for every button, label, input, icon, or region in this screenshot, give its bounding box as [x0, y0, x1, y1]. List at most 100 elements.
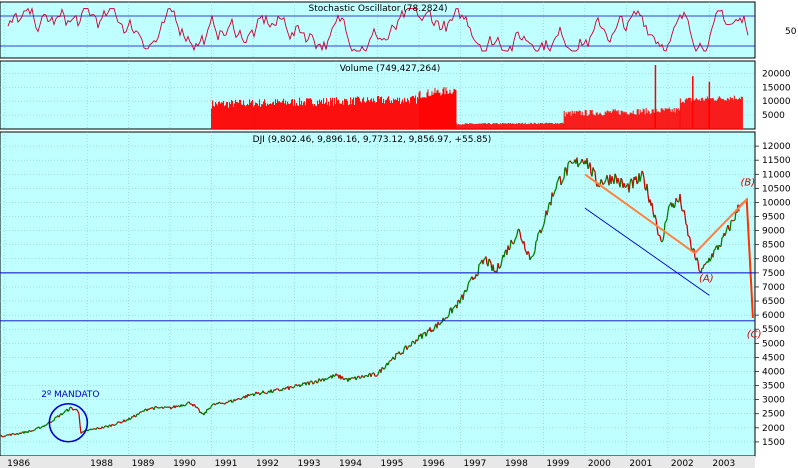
price-segment — [547, 203, 550, 210]
price-segment — [566, 163, 569, 176]
price-segment — [207, 407, 210, 411]
price-segment — [103, 425, 106, 428]
price-segment — [709, 258, 712, 262]
price-segment — [236, 398, 239, 401]
price-segment — [259, 392, 262, 396]
price-segment — [425, 333, 428, 337]
price-segment — [725, 227, 728, 233]
price-segment — [39, 427, 42, 430]
price-segment — [293, 385, 296, 388]
price-segment — [176, 405, 179, 408]
price-segment — [383, 367, 386, 370]
price-segment — [325, 378, 328, 381]
price-segment — [371, 372, 374, 375]
price-segment — [406, 347, 409, 350]
price-segment — [550, 192, 553, 206]
price-segment — [729, 220, 732, 231]
price-segment — [80, 431, 83, 434]
price-segment — [79, 424, 82, 434]
price-segment — [212, 402, 215, 405]
price-segment — [602, 183, 605, 186]
price-segment — [305, 382, 308, 386]
price-segment — [309, 380, 312, 383]
price-segment — [519, 232, 522, 239]
price-segment — [487, 258, 490, 267]
price-segment — [468, 280, 471, 283]
price-segment — [578, 163, 581, 165]
volume-tick-label: 10000 — [762, 97, 791, 107]
price-segment — [532, 253, 535, 257]
price-segment — [536, 233, 539, 241]
price-tick-label: 9000 — [762, 227, 785, 237]
x-tick-label: 2000 — [588, 459, 611, 468]
price-segment — [380, 367, 383, 373]
price-segment — [571, 162, 574, 165]
price-tick-label: 2000 — [762, 424, 785, 434]
price-segment — [159, 406, 162, 409]
price-segment — [452, 307, 455, 309]
price-segment — [162, 407, 165, 410]
price-segment — [500, 259, 503, 266]
price-segment — [587, 165, 590, 170]
price-segment — [696, 257, 699, 262]
price-segment — [662, 234, 665, 241]
highlight-circle — [48, 402, 89, 443]
price-segment — [210, 404, 213, 408]
price-segment — [78, 414, 81, 425]
price-segment — [724, 232, 727, 237]
price-segment — [412, 340, 415, 343]
price-segment — [564, 166, 567, 169]
price-segment — [554, 188, 557, 191]
price-segment — [462, 292, 465, 300]
price-segment — [278, 389, 281, 392]
volume-tick-label: 20000 — [762, 69, 791, 79]
price-segment — [668, 204, 671, 207]
price-tick-label: 4000 — [762, 367, 785, 377]
price-segment — [576, 157, 579, 168]
price-segment — [533, 250, 536, 255]
price-segment — [140, 410, 143, 413]
circle-annotation-label: 2º MANDATO — [41, 390, 99, 400]
price-segment — [466, 284, 469, 291]
price-segment — [316, 381, 319, 384]
price-segment — [257, 391, 260, 394]
price-segment — [248, 394, 251, 397]
price-segment — [30, 430, 33, 433]
price-segment — [656, 226, 659, 235]
price-segment — [515, 234, 518, 238]
price-segment — [143, 408, 146, 412]
price-segment — [61, 413, 64, 416]
price-segment — [586, 158, 589, 169]
x-tick-label: 1993 — [298, 459, 321, 468]
price-tick-label: 11000 — [762, 170, 791, 180]
price-segment — [87, 429, 90, 432]
price-segment — [421, 333, 424, 339]
price-segment — [511, 241, 514, 245]
price-segment — [541, 226, 544, 230]
price-segment — [101, 426, 104, 429]
price-segment — [115, 422, 118, 425]
price-segment — [680, 204, 683, 211]
price-segment — [102, 426, 105, 429]
price-tick-label: 4500 — [762, 353, 785, 363]
price-segment — [555, 182, 558, 190]
wave-label: (A) — [699, 273, 714, 284]
price-segment — [509, 239, 512, 249]
price-segment — [86, 429, 89, 432]
price-segment — [663, 222, 666, 235]
price-segment — [51, 420, 54, 423]
price-segment — [619, 177, 622, 188]
price-segment — [562, 177, 565, 181]
price-segment — [714, 246, 717, 250]
price-segment — [320, 378, 323, 382]
price-segment — [240, 397, 243, 400]
price-segment — [407, 345, 410, 348]
price-segment — [632, 176, 635, 189]
price-segment — [698, 269, 701, 273]
price-segment — [359, 377, 362, 379]
price-segment — [186, 401, 189, 404]
price-segment — [363, 375, 366, 378]
price-segment — [264, 392, 267, 395]
price-segment — [657, 234, 660, 236]
price-segment — [77, 411, 80, 415]
